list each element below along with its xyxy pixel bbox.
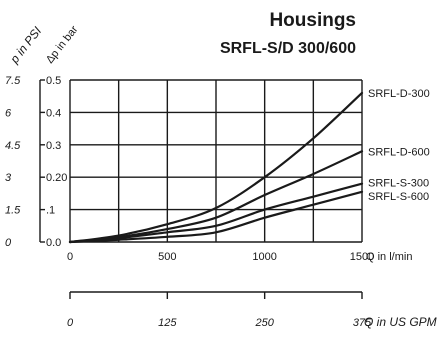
gpm-axis-label: Q in US GPM [364,315,437,329]
x-axis-label: Q in l/min [366,251,412,263]
series-line-srfl-s-300 [68,182,364,244]
psi-tick-label: 1.5 [5,205,21,217]
bar-tick-label: 0.5 [46,75,61,87]
gpm-tick-label: 375 [353,317,372,329]
chart-subtitle: SRFL-S/D 300/600 [220,40,356,57]
bar-tick-label: 0.0 [46,237,61,249]
bar-tick-label: 0.20 [46,172,67,184]
tick-labels: 0.0 0 .1 1.5 0.20 3 0.3 4.5 0.4 6 0.5 7.5 0 500 1000 15… [5,75,374,329]
series-label: SRFL-S-600 [368,191,429,203]
psi-tick-label: 4.5 [5,140,21,152]
series-label: SRFL-S-300 [368,178,429,190]
x-tick-label: 0 [67,251,73,263]
gpm-tick-label: 0 [67,317,74,329]
series-label: SRFL-D-300 [368,88,430,100]
x-tick-label: 1500 [350,251,374,263]
series-line-srfl-d-300 [68,91,364,244]
psi-tick-label: 7.5 [5,75,21,87]
bar-tick-label: 0.4 [46,107,61,119]
series-label: SRFL-D-600 [368,146,430,158]
axes [39,79,363,299]
series-line-srfl-s-600 [68,190,364,244]
psi-tick-label: 3 [5,172,12,184]
x-tick-label: 1000 [252,251,276,263]
gpm-tick-label: 125 [158,317,177,329]
chart-title: Housings [269,10,356,31]
psi-axis-label: p in PSI [7,24,45,67]
gpm-tick-label: 250 [254,317,274,329]
grid [69,79,363,243]
bar-tick-label: .1 [46,205,55,217]
series-lines [68,91,364,244]
psi-tick-label: 0 [5,237,12,249]
psi-tick-label: 6 [5,107,12,119]
bar-tick-label: 0.3 [46,140,61,152]
x-tick-label: 500 [158,251,176,263]
bar-axis-label: Δp in bar [44,23,81,65]
